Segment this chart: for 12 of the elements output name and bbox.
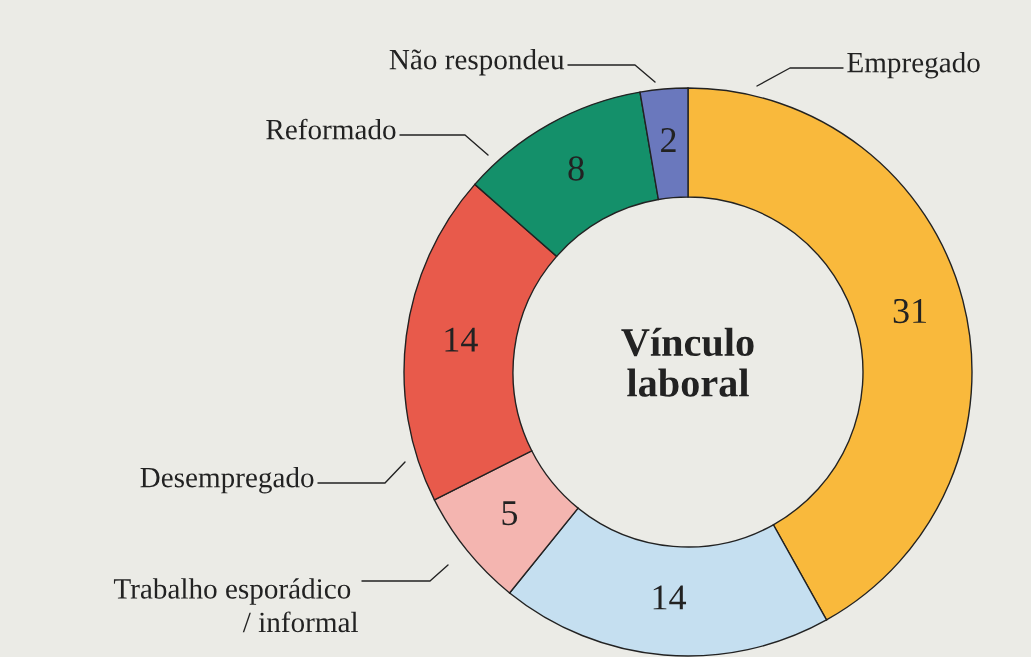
data-label: 14 (445, 327, 478, 352)
data-label: 8 (568, 156, 584, 181)
data-label: 14 (653, 585, 687, 610)
data-label: 31 (893, 298, 926, 324)
data-label: 5 (502, 501, 518, 526)
slice-label: Trabalho esporádico / informal (113, 578, 359, 633)
slice-label: Reformado (266, 118, 396, 140)
slice-label: Não respondeu (389, 48, 565, 76)
slice-label: Desempregado (140, 466, 314, 494)
data-label: 2 (661, 128, 676, 153)
text: Vínculo laboral (621, 327, 754, 397)
slice-label: Empregado (847, 51, 980, 79)
